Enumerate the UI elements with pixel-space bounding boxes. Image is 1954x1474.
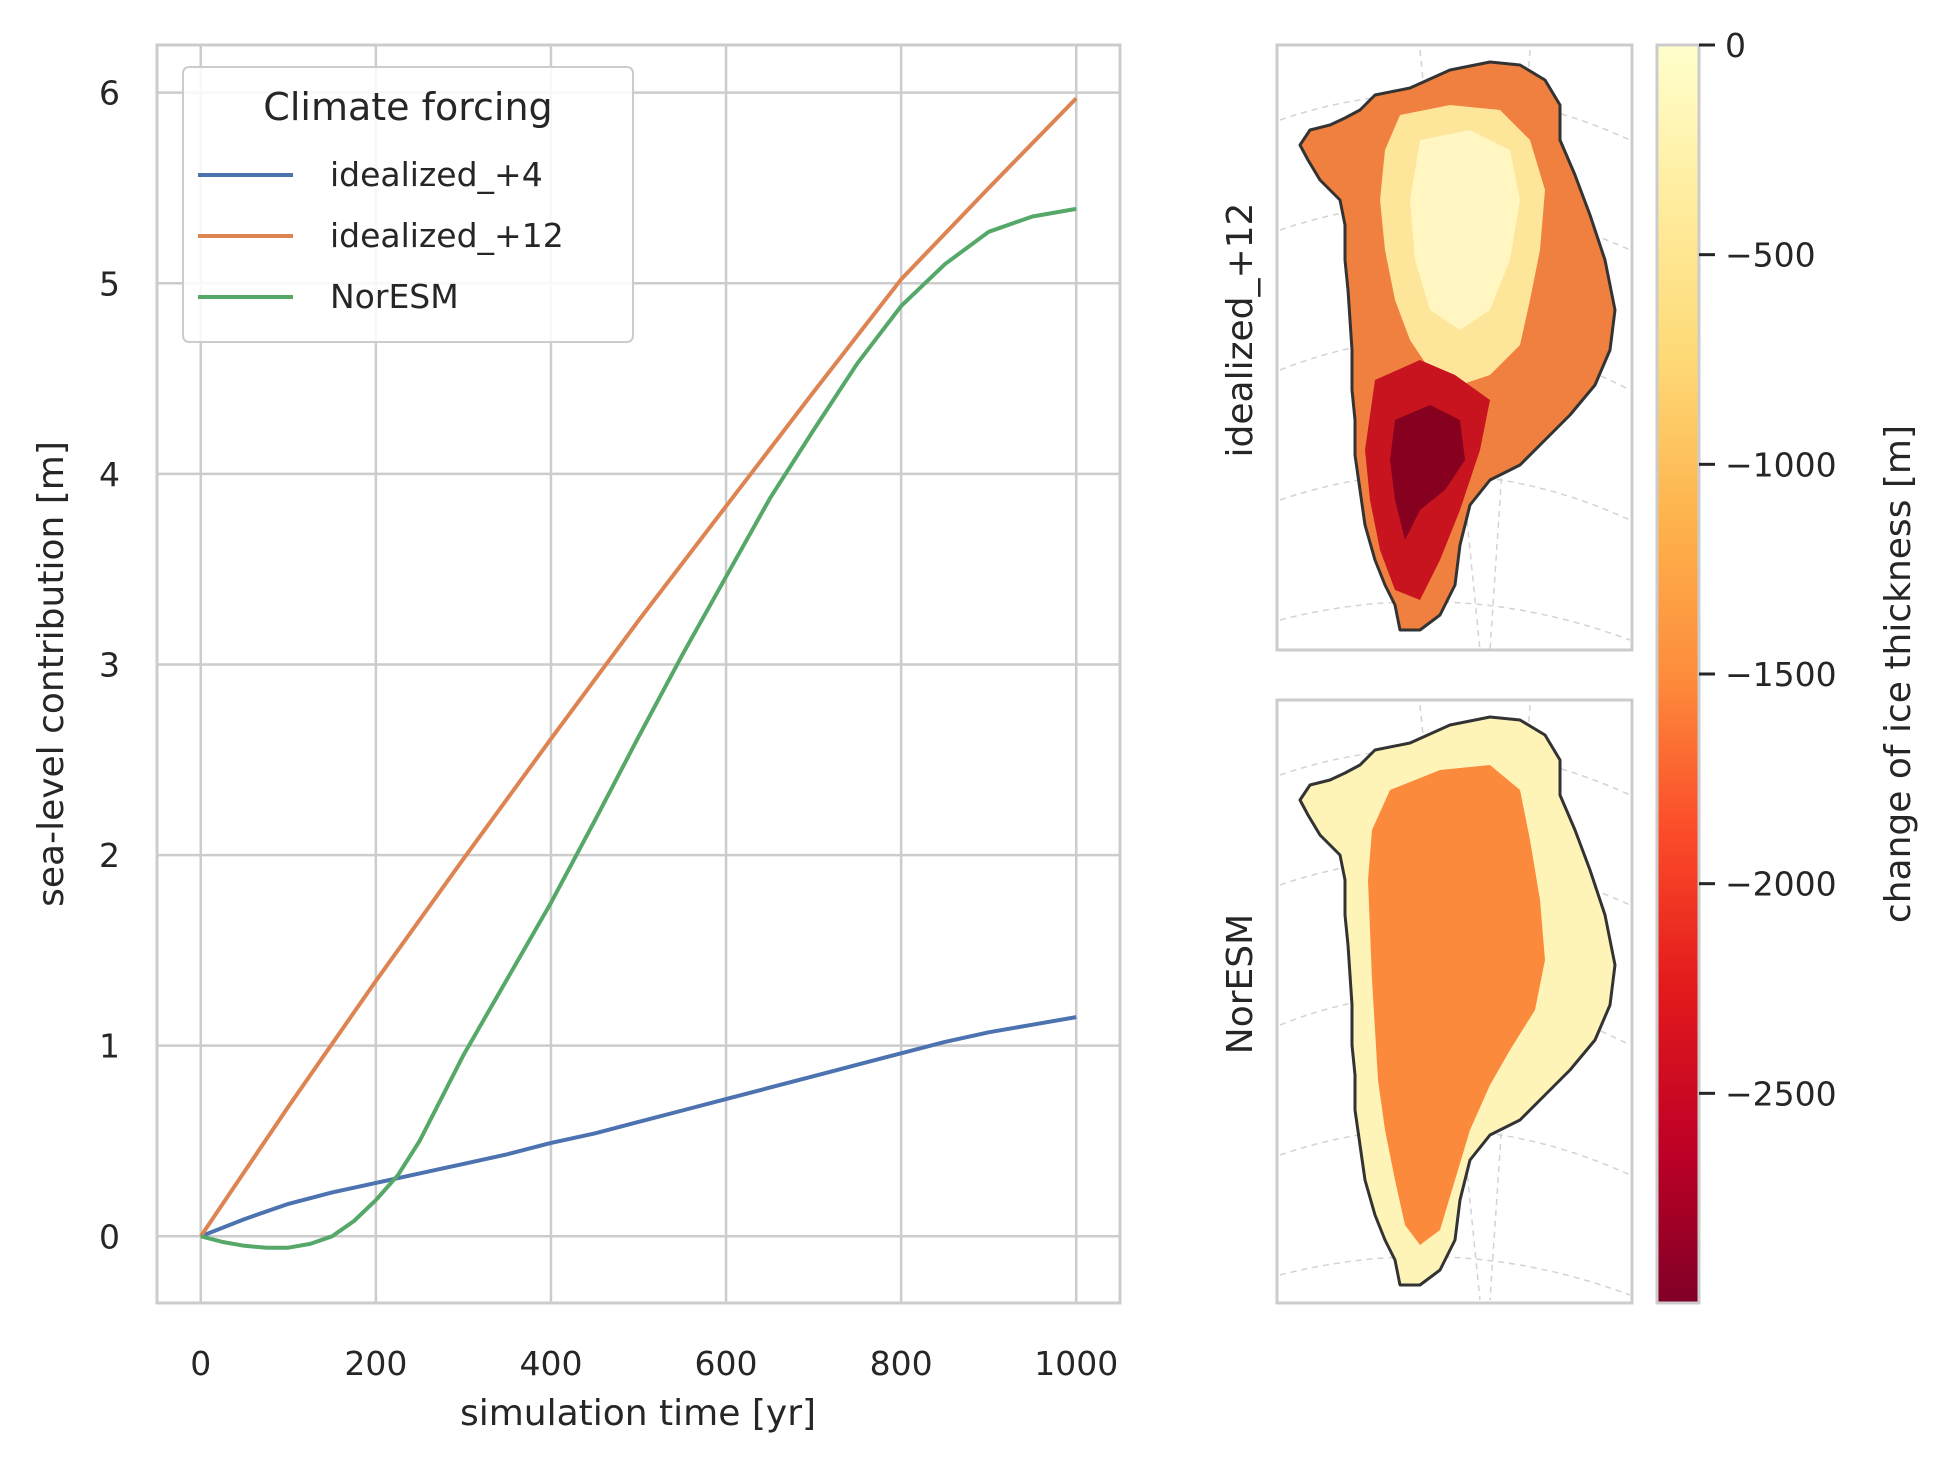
legend-label: idealized_+12 [330,216,564,255]
colorbar-tick-label: −2500 [1725,1074,1837,1113]
y-tick-label: 6 [99,74,120,113]
colorbar-ticks: 0 −500 −1000 −1500 −2000 −2500 [1699,26,1837,1113]
plot-frame [155,43,1122,1305]
y-tick-labels: 0 1 2 3 4 5 6 [99,74,120,1257]
legend-label: NorESM [330,277,459,316]
map-panel-noresm: NorESM [1220,698,1634,1305]
thin-loss-core [1410,130,1520,330]
colorbar-tick-label: −1500 [1725,655,1837,694]
y-tick-label: 5 [99,264,120,303]
y-tick-label: 2 [99,836,120,875]
colorbar-tick-label: −500 [1725,236,1816,275]
series-line-idealized_+12 [199,97,1078,1238]
x-tick-label: 1000 [1034,1344,1118,1383]
map-panel-label: idealized_+12 [1220,203,1261,458]
x-tick-labels: 0 200 400 600 800 1000 [190,1344,1118,1383]
y-tick-label: 1 [99,1027,120,1066]
colorbar-tick-label: −1000 [1725,445,1837,484]
legend-entries: idealized_+4 idealized_+12 NorESM [198,155,564,316]
x-tick-label: 600 [695,1344,758,1383]
x-axis-label: simulation time [yr] [460,1393,816,1434]
colorbar: 0 −500 −1000 −1500 −2000 −2500 change of ice … [1655,26,1919,1305]
x-tick-label: 400 [519,1344,582,1383]
ice-thickness-change-map [1298,715,1617,1287]
map-panel-label: NorESM [1220,914,1261,1054]
legend-label: idealized_+4 [330,155,543,194]
ice-thickness-change-map [1298,60,1617,632]
map-panel-idealized: idealized_+12 [1220,43,1634,652]
colorbar-gradient [1655,43,1701,1305]
series-line-NorESM [200,206,1077,1250]
colorbar-tick-label: 0 [1725,26,1746,65]
interior-loss-region [1368,765,1545,1245]
y-tick-label: 4 [99,455,120,494]
x-tick-label: 800 [870,1344,933,1383]
y-tick-label: 0 [99,1217,120,1256]
sea-level-plot: 0 200 400 600 800 1000 0 1 2 3 4 5 6 simulation tim… [31,43,1122,1434]
legend: Climate forcing idealized_+4 idealized_+1… [182,66,634,343]
colorbar-tick-label: −2000 [1725,865,1837,904]
series-line-idealized_+4 [200,1015,1077,1239]
x-tick-label: 0 [190,1344,211,1383]
strongest-loss-core [1390,405,1465,540]
colorbar-label: change of ice thickness [m] [1878,425,1919,923]
y-axis-label: sea-level contribution [m] [31,441,72,907]
series-lines [199,97,1078,1250]
legend-title: Climate forcing [263,85,552,129]
y-tick-label: 3 [99,645,120,684]
x-tick-label: 200 [344,1344,407,1383]
legend-box [182,66,634,343]
